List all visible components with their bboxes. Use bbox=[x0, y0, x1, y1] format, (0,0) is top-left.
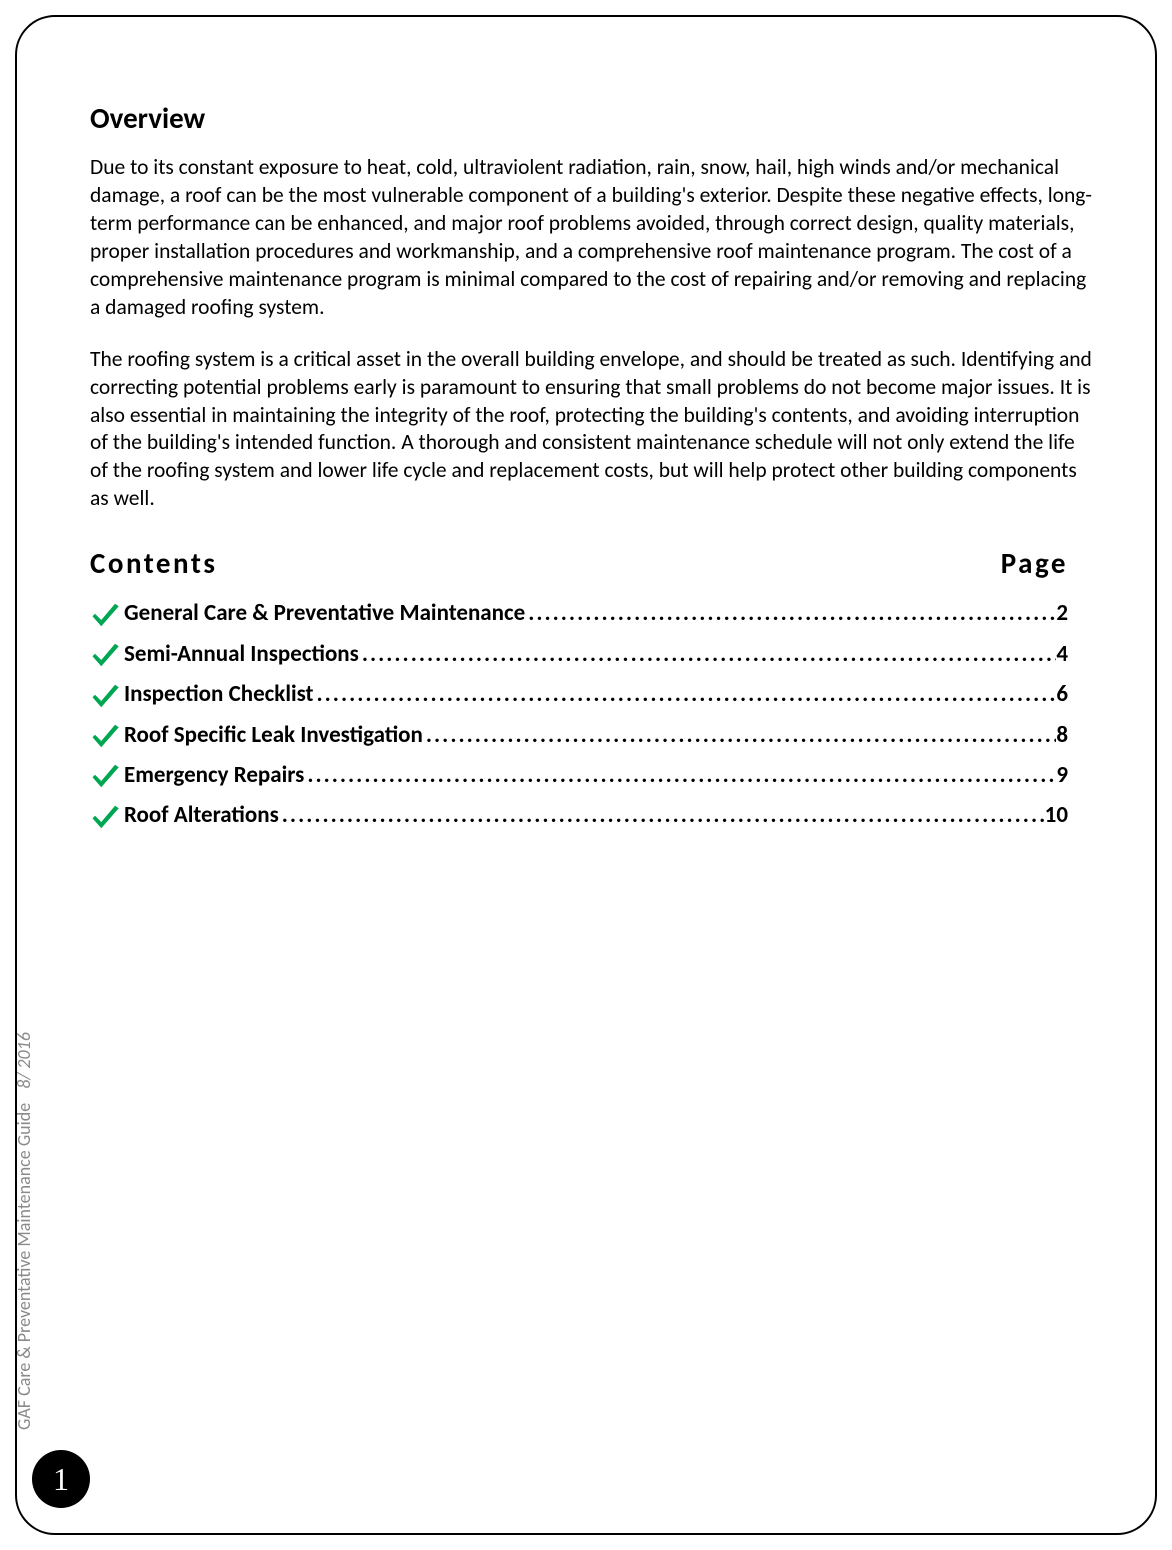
contents-heading: Contents bbox=[90, 545, 217, 581]
toc-leader-dots: ........................................… bbox=[525, 599, 1056, 627]
toc-item-title: Roof Alterations bbox=[124, 801, 279, 829]
toc-item: Roof Alterations........................… bbox=[90, 801, 1092, 831]
toc-item: Semi-Annual Inspections.................… bbox=[90, 640, 1092, 670]
toc-item-page: 2 bbox=[1056, 599, 1092, 627]
toc-item-title: Semi-Annual Inspections bbox=[124, 640, 359, 668]
check-icon bbox=[90, 599, 124, 629]
check-icon bbox=[90, 761, 124, 791]
check-icon bbox=[90, 801, 124, 831]
toc-leader-dots: ........................................… bbox=[304, 761, 1056, 789]
toc-leader-dots: ........................................… bbox=[423, 721, 1056, 749]
page-column-heading: Page bbox=[1001, 545, 1092, 581]
sidebar-vertical-text: GAF Care & Preventative Maintenance Guid… bbox=[13, 1032, 35, 1430]
overview-paragraph-1: Due to its constant exposure to heat, co… bbox=[90, 154, 1092, 322]
check-icon bbox=[90, 680, 124, 710]
toc-item-title: General Care & Preventative Maintenance bbox=[124, 599, 525, 627]
toc-item-page: 4 bbox=[1056, 640, 1092, 668]
toc-item-page: 6 bbox=[1056, 680, 1092, 708]
page-number: 1 bbox=[53, 1461, 69, 1498]
page-number-badge: 1 bbox=[32, 1450, 90, 1508]
toc-list: General Care & Preventative Maintenance.… bbox=[90, 599, 1092, 832]
sidebar-title: GAF Care & Preventative Maintenance Guid… bbox=[13, 1103, 35, 1430]
sidebar-date: 8/ 2016 bbox=[13, 1032, 35, 1089]
toc-leader-dots: ........................................… bbox=[359, 640, 1056, 668]
toc-leader-dots: ........................................… bbox=[279, 801, 1045, 829]
toc-item: Roof Specific Leak Investigation........… bbox=[90, 721, 1092, 751]
toc-item-page: 8 bbox=[1056, 721, 1092, 749]
overview-heading: Overview bbox=[90, 100, 1092, 136]
check-icon bbox=[90, 640, 124, 670]
toc-item-title: Inspection Checklist bbox=[124, 680, 314, 708]
toc-item: Inspection Checklist....................… bbox=[90, 680, 1092, 710]
toc-item: General Care & Preventative Maintenance.… bbox=[90, 599, 1092, 629]
toc-item-title: Roof Specific Leak Investigation bbox=[124, 721, 423, 749]
toc-item-page: 9 bbox=[1056, 761, 1092, 789]
toc-item-title: Emergency Repairs bbox=[124, 761, 304, 789]
contents-header-row: Contents Page bbox=[90, 545, 1092, 581]
content-area: Overview Due to its constant exposure to… bbox=[90, 100, 1092, 842]
toc-item-page: 10 bbox=[1045, 801, 1092, 829]
check-icon bbox=[90, 721, 124, 751]
toc-item: Emergency Repairs.......................… bbox=[90, 761, 1092, 791]
toc-leader-dots: ........................................… bbox=[314, 680, 1057, 708]
overview-paragraph-2: The roofing system is a critical asset i… bbox=[90, 346, 1092, 514]
